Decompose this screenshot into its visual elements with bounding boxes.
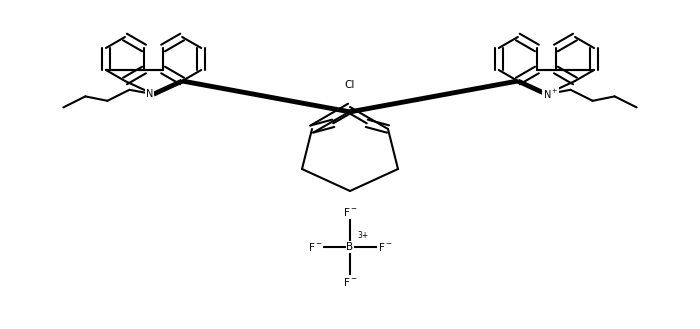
Text: F$^-$: F$^-$	[342, 276, 358, 288]
Text: N$^+$: N$^+$	[542, 88, 558, 101]
Text: F$^-$: F$^-$	[307, 241, 323, 253]
Text: 3+: 3+	[357, 231, 368, 240]
Text: N: N	[146, 89, 153, 99]
Text: Cl: Cl	[345, 80, 355, 90]
Text: F$^-$: F$^-$	[377, 241, 393, 253]
Text: B: B	[346, 242, 354, 252]
Text: F$^-$: F$^-$	[342, 206, 358, 218]
